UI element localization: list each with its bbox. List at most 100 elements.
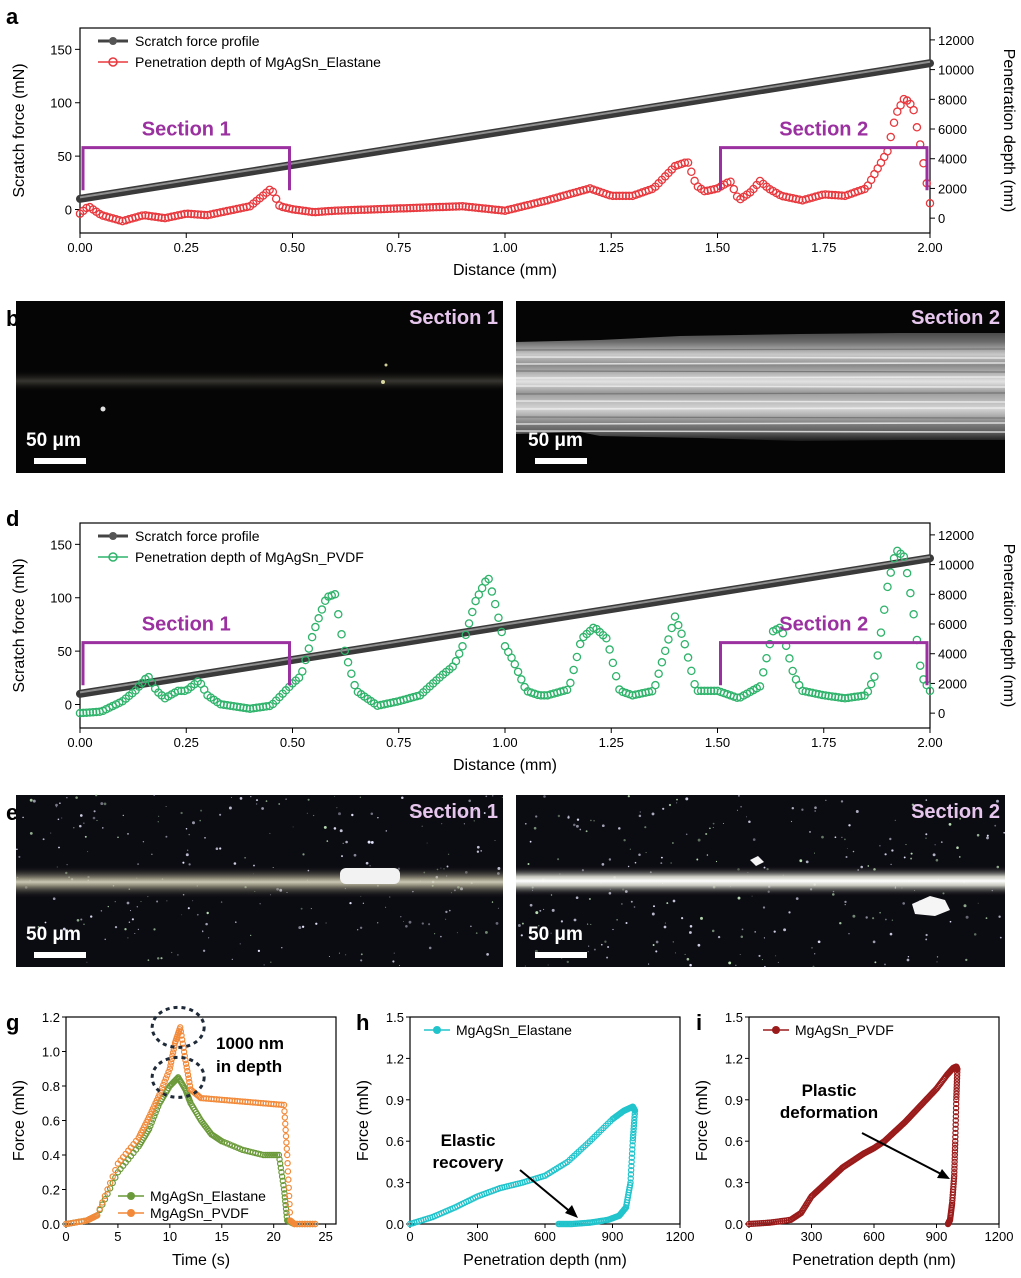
speckle — [795, 897, 799, 900]
speckle — [83, 923, 85, 926]
speckle — [61, 817, 63, 819]
depth-point — [889, 554, 899, 563]
speckle — [903, 856, 906, 859]
depth-point — [330, 590, 340, 599]
speckle — [879, 911, 881, 914]
depth-point — [477, 583, 487, 593]
depth-point — [690, 679, 699, 689]
micrograph-b-particle — [384, 363, 388, 367]
speckle — [994, 824, 997, 827]
speckle — [208, 937, 210, 939]
speckle — [891, 919, 894, 921]
speckle — [156, 957, 160, 960]
x-axis-label: Distance (mm) — [453, 757, 557, 774]
striation-line — [515, 362, 1006, 365]
speckle — [840, 800, 844, 803]
depth-point — [438, 202, 448, 212]
data-point — [186, 1078, 193, 1086]
legend-swatch-marker — [772, 1026, 780, 1034]
speckle — [910, 852, 913, 855]
depth-point — [415, 203, 425, 212]
speckle — [292, 826, 294, 828]
speckle — [86, 961, 88, 963]
data-point — [951, 1165, 958, 1173]
depth-point — [497, 627, 506, 637]
speckle — [156, 900, 159, 903]
x-tick-label: 900 — [602, 1229, 624, 1244]
x-tick-label: 600 — [863, 1229, 885, 1244]
data-point — [112, 1166, 119, 1174]
depth-point — [703, 686, 712, 696]
striation-line — [515, 422, 1006, 425]
speckle — [538, 925, 540, 927]
speckle — [166, 900, 168, 902]
speckle — [100, 802, 104, 806]
depth-point — [435, 202, 444, 212]
striation-line — [515, 416, 1006, 419]
y-tick-label: 100 — [50, 591, 72, 606]
depth-point — [902, 568, 912, 578]
x-tick-label: 0 — [745, 1229, 752, 1244]
depth-point — [445, 202, 454, 211]
depth-point — [157, 213, 166, 222]
speckle — [66, 797, 68, 799]
speckle — [585, 830, 588, 833]
speckle — [681, 917, 684, 920]
speckle — [55, 806, 58, 808]
speckle — [740, 935, 744, 938]
depth-point — [693, 686, 703, 696]
speckle — [122, 814, 125, 817]
speckle — [215, 847, 219, 850]
data-point — [101, 1192, 109, 1200]
data-point — [166, 1065, 174, 1072]
y-tick-label: 0.3 — [725, 1176, 743, 1191]
section-bracket — [719, 146, 929, 191]
annotation-line: recovery — [433, 1153, 504, 1172]
series-penetration-depth — [75, 546, 935, 718]
data-point — [285, 1192, 293, 1200]
speckle — [811, 947, 813, 949]
speckle — [662, 807, 665, 810]
data-point — [275, 1151, 283, 1159]
data-point — [185, 1075, 192, 1082]
depth-point — [412, 203, 421, 213]
depth-point — [317, 605, 327, 614]
speckle — [484, 930, 488, 934]
speckle — [625, 921, 628, 925]
speckle — [310, 908, 312, 910]
speckle — [52, 897, 56, 901]
speckle — [958, 856, 961, 858]
section-label: Section 2 — [779, 614, 868, 636]
speckle — [973, 933, 977, 936]
data-point — [177, 1028, 185, 1035]
section-bracket — [81, 146, 291, 191]
micrograph-b-section-label: Section 1 — [409, 307, 498, 329]
speckle — [910, 857, 913, 860]
micrograph-b-scale-bar — [34, 458, 86, 464]
speckle — [551, 908, 555, 912]
speckle — [801, 808, 804, 811]
speckle — [185, 827, 188, 830]
data-point — [284, 1159, 291, 1167]
speckle — [75, 930, 79, 933]
speckle — [524, 965, 526, 967]
speckle — [483, 812, 486, 814]
data-point — [628, 1150, 636, 1157]
micrograph-b: Section 1 50 μm — [16, 301, 503, 473]
speckle — [959, 817, 962, 820]
speckle — [306, 812, 308, 814]
peak-highlight-circle — [150, 1055, 206, 1099]
x-tick-label: 1.50 — [705, 735, 730, 750]
depth-point — [729, 184, 739, 194]
speckle — [573, 918, 577, 922]
speckle — [470, 925, 472, 928]
data-point — [953, 1081, 961, 1088]
speckle — [655, 940, 659, 944]
speckle — [220, 901, 223, 903]
depth-point — [425, 203, 435, 212]
x-tick-label: 0.50 — [280, 735, 305, 750]
depth-point — [759, 668, 768, 677]
x-tick-label: 1200 — [666, 1229, 695, 1244]
speckle — [638, 814, 642, 818]
speckle — [848, 824, 851, 827]
